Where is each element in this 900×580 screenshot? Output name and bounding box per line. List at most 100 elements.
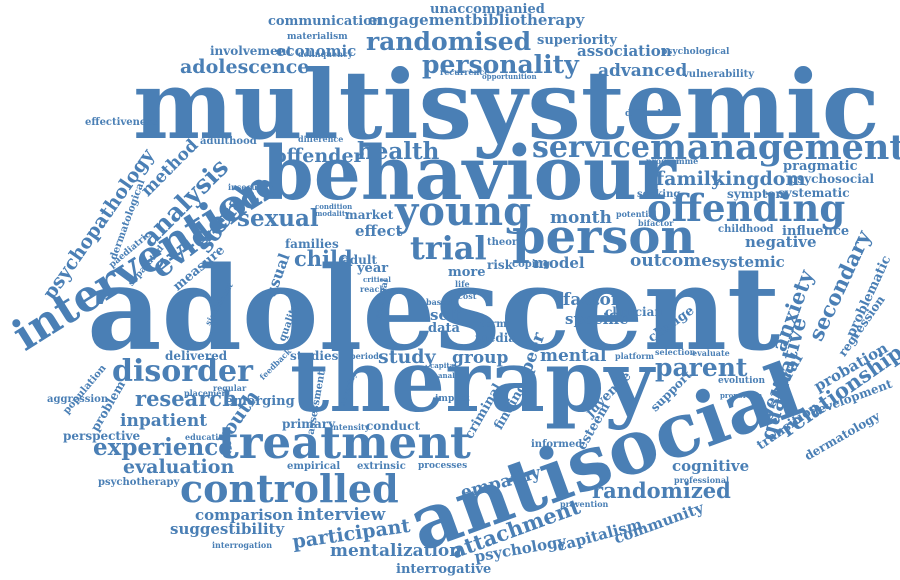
word: inpatient	[120, 411, 208, 431]
word: empirical	[287, 461, 341, 472]
word: coping	[512, 259, 550, 270]
word: engagement	[368, 11, 472, 29]
word: evaluation	[123, 456, 235, 478]
word: specific	[565, 310, 629, 328]
word: sexual	[237, 205, 319, 232]
word: adulthood	[200, 136, 257, 147]
word: primary	[282, 417, 336, 431]
word: families	[285, 237, 339, 251]
word: negative	[745, 233, 817, 251]
word: materialism	[287, 32, 348, 42]
word: self	[430, 306, 461, 324]
word: difference	[298, 134, 344, 144]
word: vulnerability	[683, 69, 755, 80]
word: systemic	[712, 253, 785, 271]
word: year	[357, 261, 389, 276]
word: systematic	[778, 186, 850, 200]
word: unaccompanied	[430, 2, 545, 17]
word: delinquency	[298, 49, 353, 59]
word: disorder	[112, 354, 253, 389]
word: association	[577, 42, 672, 60]
word: child	[294, 246, 353, 271]
word: interrogative	[396, 562, 492, 577]
word: treatment	[218, 416, 471, 469]
word: comparison	[195, 506, 294, 524]
word: behaviour	[262, 131, 676, 217]
word: based	[426, 297, 452, 307]
word: pragmatic	[783, 159, 858, 174]
word: month	[550, 208, 612, 228]
word: controlled	[180, 466, 399, 511]
word: communication	[268, 14, 382, 29]
word: young	[395, 188, 532, 235]
word: term	[480, 319, 507, 330]
word: adult	[342, 253, 377, 267]
word: prevention	[560, 499, 609, 509]
word: bifactor	[638, 218, 674, 228]
word: group	[452, 348, 509, 368]
word: psychotherapy	[98, 477, 180, 488]
word: life	[455, 279, 470, 289]
word: offender	[274, 145, 364, 167]
word: selection	[655, 347, 696, 357]
word: model	[533, 254, 585, 272]
word: insecurity	[228, 182, 273, 192]
word: multisystemic	[133, 50, 880, 161]
word: studies	[290, 349, 339, 363]
word: aggression	[47, 394, 109, 405]
word: emerging	[225, 394, 295, 409]
word: cost	[458, 291, 477, 301]
word: processes	[418, 461, 468, 471]
word: risk	[487, 258, 513, 272]
word: randomized	[592, 478, 731, 503]
word: conduct	[366, 419, 420, 433]
word: period	[350, 351, 379, 361]
word: adolescent	[87, 242, 781, 377]
word: programme	[646, 156, 699, 166]
word: critical	[363, 275, 391, 284]
word: professional	[674, 475, 730, 485]
word: mental	[540, 346, 607, 366]
word: suggestibility	[170, 520, 285, 538]
word: parent	[655, 353, 748, 382]
word: psychosocial	[789, 172, 875, 186]
word: placement	[184, 388, 231, 398]
word: data	[428, 321, 460, 336]
word: randomised	[366, 27, 532, 56]
word: interview	[297, 505, 386, 525]
word: personality	[422, 50, 579, 79]
word: family	[656, 168, 723, 190]
word: perspective	[63, 429, 141, 443]
word: bibliotherapy	[472, 11, 585, 29]
word: advanced	[598, 61, 688, 81]
word: factor	[563, 290, 620, 310]
word: mentalization	[330, 541, 462, 561]
word: effect	[355, 222, 403, 240]
word: superiority	[537, 33, 617, 48]
word: trial	[410, 229, 487, 267]
word: reach	[360, 284, 386, 294]
word: condition	[315, 202, 353, 211]
word: recurrence	[440, 67, 490, 77]
word: intensity	[330, 422, 370, 432]
word: theory	[487, 237, 524, 248]
word: psychological	[661, 47, 730, 57]
word: evolution	[718, 376, 766, 386]
word: market	[345, 208, 394, 222]
word: capital	[430, 361, 457, 370]
word: therapy	[290, 332, 654, 432]
word: informed	[531, 439, 583, 450]
word: delivered	[165, 349, 228, 363]
word: regular	[213, 383, 247, 393]
word: difficulties	[625, 109, 680, 119]
word: research	[135, 386, 238, 411]
word: modality	[315, 209, 350, 218]
word: influence	[782, 224, 850, 239]
word: opportunition	[482, 72, 537, 81]
word: seeking	[637, 189, 681, 200]
word: cognitive	[672, 457, 750, 475]
word: involvement	[210, 44, 293, 58]
word: impact	[435, 394, 470, 404]
word: evaluate	[692, 348, 730, 358]
